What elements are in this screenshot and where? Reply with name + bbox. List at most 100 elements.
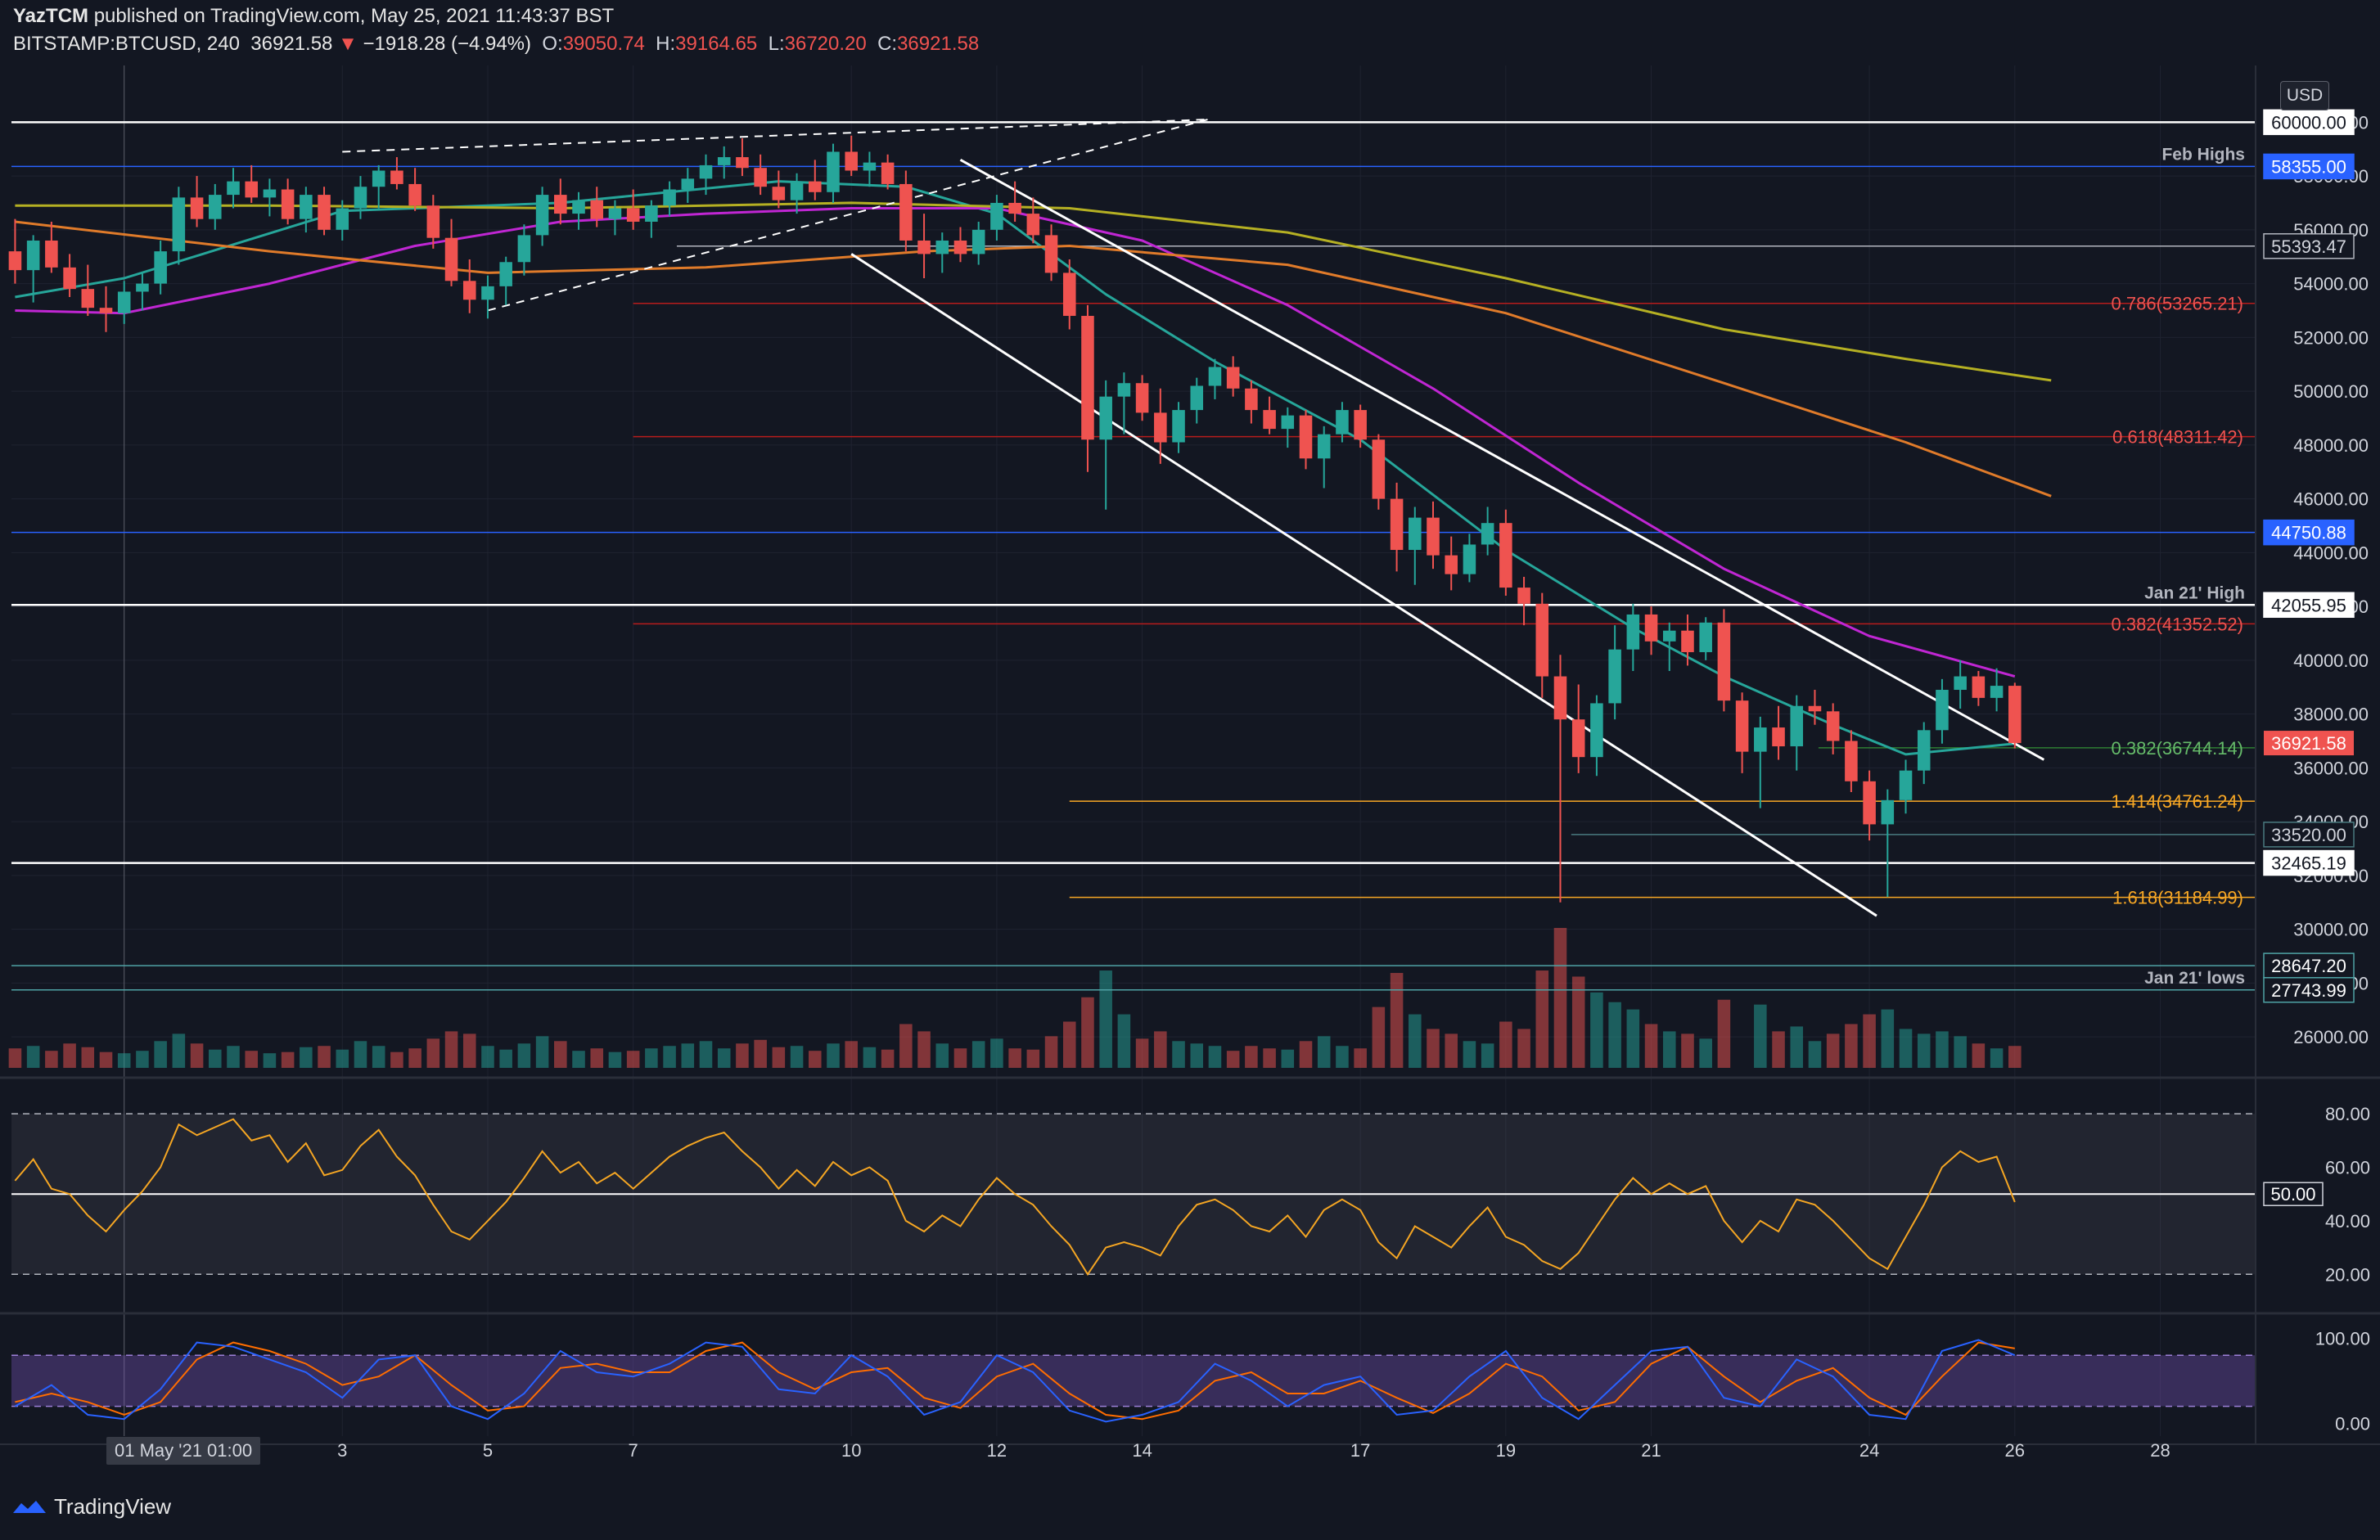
level-note: Jan 21' High [2144, 583, 2245, 602]
price-tick: 36000.00 [2293, 758, 2369, 778]
trendlines[interactable] [342, 119, 2045, 917]
candle-body [608, 208, 622, 219]
candle-body [1717, 622, 1731, 701]
volume-bar [717, 1048, 731, 1068]
candle-body [1427, 517, 1440, 556]
volume-bar [444, 1031, 458, 1068]
volume-bar [1571, 976, 1585, 1068]
tradingview-logo[interactable]: TradingView [11, 1494, 171, 1520]
candle-body [554, 195, 567, 214]
candle-body [1463, 544, 1476, 574]
wedge-upper-line[interactable] [342, 119, 1208, 153]
candle-body [845, 151, 858, 171]
level-tag[interactable] [2263, 519, 2355, 546]
volume-bar [408, 1048, 421, 1068]
volume-bar [1644, 1024, 1658, 1068]
channel-upper-line[interactable] [959, 159, 2045, 761]
level-tag[interactable] [2263, 822, 2355, 848]
volume-bar [1717, 999, 1731, 1068]
volume-bar [1336, 1046, 1349, 1068]
stoch-rsi-pane: 100.00 0.00 [11, 1328, 2370, 1434]
candle-body [1517, 588, 1530, 604]
time-tick: 7 [629, 1440, 638, 1461]
level-tag[interactable] [2263, 977, 2355, 1003]
volume-bar [845, 1041, 858, 1068]
level-tag[interactable] [2263, 952, 2355, 979]
volume-bar [45, 1051, 58, 1068]
low-label: L: [768, 33, 785, 55]
volume-bar [1208, 1046, 1222, 1068]
volume-bar [1281, 1049, 1295, 1068]
candle-body [8, 251, 22, 271]
volume-bar [2008, 1046, 2022, 1068]
level-tag-label: 28647.20 [2271, 956, 2346, 976]
candle-body [81, 289, 95, 308]
candle-body [1226, 367, 1240, 389]
candle-body [1499, 523, 1512, 588]
price-tick: 26000.00 [2293, 1027, 2369, 1047]
candle-body [1845, 741, 1858, 781]
volume-bar [1535, 970, 1549, 1068]
candle-body [681, 178, 695, 190]
publisher-name[interactable]: YazTCM [13, 5, 89, 27]
candle-body [827, 151, 840, 192]
symbol-label[interactable]: BITSTAMP:BTCUSD, 240 [13, 33, 240, 55]
candle-body [1317, 434, 1331, 459]
candle-body [1008, 202, 1021, 214]
stoch-tick: 0.00 [2335, 1413, 2370, 1434]
candle-body [1735, 700, 1749, 752]
level-tag[interactable] [2263, 109, 2355, 136]
candle-body [663, 189, 676, 206]
level-tag[interactable] [2263, 849, 2355, 876]
currency-button[interactable]: USD [2280, 81, 2329, 110]
horizontal-levels[interactable]: Feb Highs Jan 21' High Jan 21' lows 0.786(5… [11, 121, 2255, 991]
candle-body [390, 170, 403, 184]
wedge-lower-line[interactable] [487, 119, 1208, 312]
level-tag-label: 44750.88 [2271, 523, 2346, 543]
price-axis[interactable]: 26000.0028000.0030000.0032000.0034000.00… [2263, 109, 2369, 1047]
volume-bar [881, 1049, 895, 1068]
time-axis[interactable]: 3 5 7 10 12 14 17 19 21 24 26 28 [337, 1440, 2170, 1461]
volume-bar [1445, 1033, 1458, 1068]
current-price-tag [2264, 731, 2354, 756]
volume-bar [517, 1043, 531, 1068]
rsi-tick: 40.00 [2325, 1211, 2370, 1232]
candle-body [318, 195, 331, 230]
candle-body [1372, 439, 1386, 499]
candle-body [444, 237, 458, 281]
volume-bar [1681, 1033, 1694, 1068]
candle-body [590, 200, 604, 219]
level-tag[interactable] [2263, 233, 2355, 259]
candle-body [1626, 614, 1640, 650]
fib-label: 0.382(36744.14) [2112, 738, 2243, 759]
volume-bar [245, 1051, 258, 1068]
volume-bar [117, 1053, 131, 1068]
candle-body [462, 281, 476, 300]
volume-bar [971, 1041, 985, 1068]
price-tick: 50000.00 [2293, 381, 2369, 402]
rsi-mid-tag [2263, 1182, 2324, 1206]
candle-body [336, 208, 349, 230]
volume-bar [1808, 1041, 1822, 1068]
candle-body [408, 183, 421, 206]
high-label: H: [656, 33, 676, 55]
volume-bar [681, 1043, 695, 1068]
volume-bar [1135, 1038, 1149, 1068]
volume-bar [1936, 1031, 1949, 1068]
level-tag[interactable] [2263, 592, 2355, 619]
candle-body [499, 262, 512, 286]
volume-bar [899, 1024, 913, 1068]
candle-body [990, 202, 1003, 230]
channel-lower-line[interactable] [850, 253, 1877, 917]
time-tick: 21 [1641, 1440, 1661, 1461]
candle-body [517, 235, 531, 263]
time-tick: 10 [841, 1440, 861, 1461]
level-tag[interactable] [2263, 153, 2355, 180]
candle-body [1772, 727, 1785, 747]
volume-bar [318, 1046, 331, 1068]
volume-bar [1062, 1021, 1076, 1068]
candle-body [300, 195, 313, 219]
candle-body [481, 286, 494, 300]
level-note: Feb Highs [2161, 145, 2245, 164]
